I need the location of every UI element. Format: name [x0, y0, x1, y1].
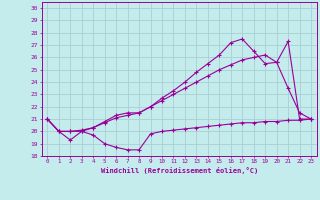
X-axis label: Windchill (Refroidissement éolien,°C): Windchill (Refroidissement éolien,°C) — [100, 167, 258, 174]
